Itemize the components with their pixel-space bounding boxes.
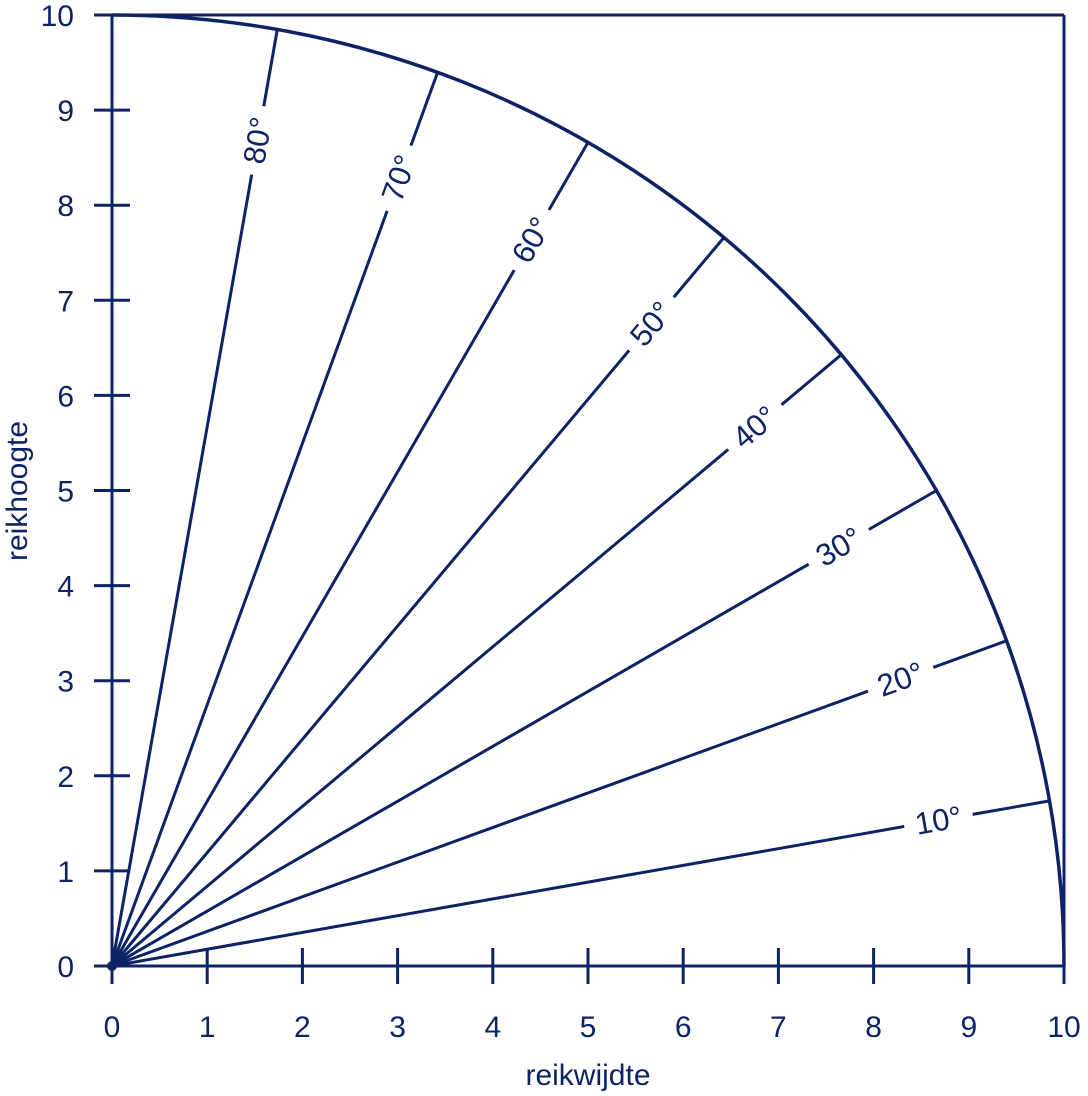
y-tick-label: 9 — [57, 95, 74, 128]
quarter-circle-group — [111, 13, 1066, 967]
x-tick-label: 4 — [484, 1011, 501, 1044]
ray-10-tip — [972, 799, 1050, 816]
x-tick-label: 6 — [675, 1011, 692, 1044]
axis-text-group: 0 1 2 3 4 5 6 7 8 9 10 0 1 2 3 4 5 6 7 8 9 10 — [41, 0, 1081, 1044]
x-tick-label: 5 — [580, 1011, 597, 1044]
y-tick-label: 5 — [57, 476, 74, 509]
x-tick-label: 2 — [294, 1011, 311, 1044]
ray-60-tip — [547, 141, 590, 211]
x-tick-label: 1 — [199, 1011, 216, 1044]
ray-60-line — [110, 269, 516, 967]
y-tick-label: 6 — [57, 380, 74, 413]
ray-40-line — [111, 448, 730, 968]
y-tick-label: 3 — [57, 666, 74, 699]
y-tick-label: 7 — [57, 285, 74, 318]
ray-30-line — [111, 562, 810, 968]
y-tick-label: 4 — [57, 571, 74, 604]
ray-20-tip — [932, 639, 1008, 669]
angle-rays-group — [107, 29, 1050, 971]
quarter-circle-arc — [111, 13, 1066, 967]
ray-60-label: 60° — [505, 211, 559, 269]
ray-70-line — [110, 210, 389, 967]
x-tick-label: 0 — [104, 1011, 121, 1044]
ray-20-label: 20° — [873, 655, 929, 704]
ray-50-line — [110, 349, 631, 967]
axis-ticks-group — [94, 13, 1066, 984]
x-tick-label: 10 — [1047, 1011, 1080, 1044]
ray-30-label: 30° — [810, 520, 868, 574]
ray-70-tip — [409, 71, 440, 147]
ray-70-label: 70° — [375, 150, 424, 206]
ray-10-label: 10° — [912, 799, 964, 842]
angle-labels-group: 10° 20° 30° 40° 50° 60° 70° 80° — [236, 114, 964, 841]
ray-30-tip — [868, 489, 938, 531]
y-tick-label: 0 — [57, 951, 74, 984]
x-tick-label: 3 — [389, 1011, 406, 1044]
x-tick-label: 9 — [960, 1011, 977, 1044]
y-tick-label: 2 — [57, 761, 74, 794]
y-tick-label: 10 — [41, 0, 74, 33]
y-tick-label: 8 — [57, 190, 74, 223]
ray-80-line — [110, 174, 254, 967]
x-tick-label: 7 — [770, 1011, 787, 1044]
ray-80-label: 80° — [236, 114, 279, 166]
x-axis-title: reikwijdte — [525, 1059, 650, 1092]
ray-40-label: 40° — [726, 399, 784, 456]
y-axis-title: reikhoogte — [1, 421, 34, 561]
y-tick-label: 1 — [57, 856, 74, 889]
ray-50-label: 50° — [623, 295, 680, 353]
ray-50-tip — [672, 236, 726, 299]
ray-10-line — [111, 824, 905, 968]
x-tick-label: 8 — [865, 1011, 882, 1044]
ray-80-tip — [262, 29, 279, 107]
ray-40-tip — [780, 353, 843, 406]
ray-20-line — [111, 689, 869, 968]
